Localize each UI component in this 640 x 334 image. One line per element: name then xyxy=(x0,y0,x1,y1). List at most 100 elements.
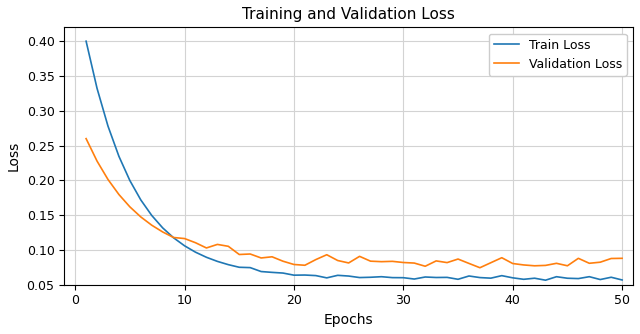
Validation Loss xyxy=(323,253,331,257)
Line: Train Loss: Train Loss xyxy=(86,41,622,280)
Train Loss xyxy=(345,274,353,278)
Train Loss xyxy=(268,270,276,274)
Train Loss xyxy=(531,276,538,280)
Train Loss xyxy=(290,273,298,277)
Train Loss xyxy=(421,275,429,279)
Validation Loss xyxy=(137,215,145,219)
Train Loss xyxy=(104,124,112,128)
Train Loss xyxy=(454,277,462,281)
Validation Loss xyxy=(312,258,319,262)
Validation Loss xyxy=(432,259,440,263)
Validation Loss xyxy=(290,263,298,267)
Train Loss xyxy=(225,263,232,267)
Train Loss xyxy=(367,275,374,279)
Validation Loss xyxy=(541,264,549,268)
Train Loss xyxy=(246,266,254,270)
Train Loss xyxy=(115,154,123,158)
Train Loss xyxy=(180,244,188,248)
Validation Loss xyxy=(586,261,593,265)
Train Loss xyxy=(586,275,593,279)
Validation Loss xyxy=(607,257,615,261)
Train Loss xyxy=(191,250,199,254)
Train Loss xyxy=(148,213,156,217)
Validation Loss xyxy=(378,260,385,264)
Train Loss xyxy=(159,226,166,230)
Train Loss xyxy=(564,276,572,280)
Validation Loss xyxy=(236,253,243,257)
Validation Loss xyxy=(214,242,221,246)
Validation Loss xyxy=(487,261,495,265)
Train Loss xyxy=(170,236,177,240)
Validation Loss xyxy=(83,137,90,141)
Validation Loss xyxy=(399,261,407,265)
Validation Loss xyxy=(148,223,156,227)
Train Loss xyxy=(279,271,287,275)
Train Loss xyxy=(236,265,243,269)
Validation Loss xyxy=(388,259,396,263)
Train Loss xyxy=(476,276,484,280)
Validation Loss xyxy=(509,262,516,266)
Validation Loss xyxy=(520,263,527,267)
Train Loss xyxy=(137,198,145,202)
Validation Loss xyxy=(203,246,211,250)
Validation Loss xyxy=(465,262,473,266)
Validation Loss xyxy=(225,244,232,248)
Train Loss xyxy=(553,275,561,279)
Train Loss xyxy=(487,276,495,280)
Validation Loss xyxy=(476,266,484,270)
Validation Loss xyxy=(93,159,101,163)
Train Loss xyxy=(378,275,385,279)
Validation Loss xyxy=(575,256,582,260)
Train Loss xyxy=(93,87,101,91)
Validation Loss xyxy=(104,177,112,181)
Validation Loss xyxy=(246,252,254,256)
Validation Loss xyxy=(564,264,572,268)
Validation Loss xyxy=(618,256,626,260)
Train Loss xyxy=(618,278,626,282)
Validation Loss xyxy=(444,261,451,265)
Title: Training and Validation Loss: Training and Validation Loss xyxy=(242,7,455,22)
Train Loss xyxy=(509,276,516,280)
Train Loss xyxy=(444,275,451,279)
Validation Loss xyxy=(367,259,374,263)
Train Loss xyxy=(214,260,221,264)
Train Loss xyxy=(575,277,582,281)
Train Loss xyxy=(410,277,418,281)
Validation Loss xyxy=(115,192,123,196)
Validation Loss xyxy=(301,263,308,267)
Legend: Train Loss, Validation Loss: Train Loss, Validation Loss xyxy=(488,33,627,76)
Train Loss xyxy=(257,270,265,274)
Train Loss xyxy=(607,275,615,279)
Validation Loss xyxy=(531,264,538,268)
Validation Loss xyxy=(410,261,418,265)
Validation Loss xyxy=(345,261,353,265)
Train Loss xyxy=(520,277,527,281)
Validation Loss xyxy=(257,256,265,260)
Train Loss xyxy=(312,274,319,278)
Y-axis label: Loss: Loss xyxy=(7,141,21,171)
Train Loss xyxy=(399,276,407,280)
Validation Loss xyxy=(180,236,188,240)
Line: Validation Loss: Validation Loss xyxy=(86,139,622,268)
Train Loss xyxy=(126,179,134,183)
Validation Loss xyxy=(498,256,506,260)
Validation Loss xyxy=(191,241,199,245)
Train Loss xyxy=(203,255,211,259)
Train Loss xyxy=(334,273,342,277)
Train Loss xyxy=(596,278,604,282)
Validation Loss xyxy=(553,261,561,265)
Train Loss xyxy=(323,276,331,280)
Validation Loss xyxy=(334,259,342,263)
Train Loss xyxy=(432,276,440,280)
Train Loss xyxy=(301,273,308,277)
Train Loss xyxy=(465,274,473,278)
Train Loss xyxy=(83,39,90,43)
Train Loss xyxy=(498,274,506,278)
Train Loss xyxy=(388,276,396,280)
Validation Loss xyxy=(279,259,287,263)
X-axis label: Epochs: Epochs xyxy=(324,313,374,327)
Validation Loss xyxy=(170,235,177,239)
Train Loss xyxy=(356,276,364,280)
Validation Loss xyxy=(454,257,462,261)
Validation Loss xyxy=(159,230,166,234)
